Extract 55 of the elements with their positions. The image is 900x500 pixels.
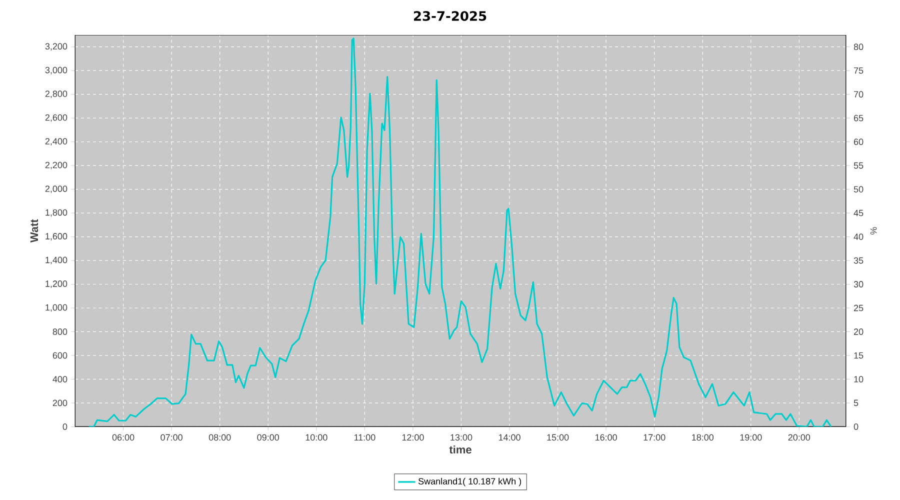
y2-tick-label: 20 — [854, 328, 864, 335]
y2-tick-label: 75 — [854, 67, 864, 74]
x-tick-label: 13:00 — [450, 434, 472, 441]
y2-tick-label: 35 — [854, 257, 864, 264]
x-tick-label: 06:00 — [112, 434, 134, 441]
y-tick-label: 1,400 — [46, 256, 68, 264]
y2-tick-label: 65 — [854, 114, 864, 122]
x-tick-label: 10:00 — [306, 434, 328, 441]
y-tick-label: 3,000 — [45, 66, 68, 74]
y-tick-label: 0 — [62, 423, 68, 430]
y-tick-label: 600 — [52, 352, 68, 359]
y-tick-label: 2,200 — [45, 162, 68, 170]
y-tick-label: 3,200 — [45, 43, 68, 51]
y2-tick-label: 60 — [854, 138, 864, 146]
x-tick-label: 20:00 — [788, 434, 810, 441]
chart-title: 23-7-2025 — [414, 11, 486, 21]
y2-tick-label: 5 — [854, 400, 858, 406]
y-tick-label: 1,600 — [46, 233, 68, 240]
x-tick-label: 18:00 — [692, 434, 714, 441]
y2-tick-label: 50 — [854, 186, 864, 192]
x-tick-label: 12:00 — [402, 434, 424, 441]
y-tick-label: 1,800 — [46, 209, 68, 217]
y2-tick-label: 70 — [854, 91, 864, 98]
x-tick-label: 16:00 — [595, 434, 617, 441]
y2-tick-label: 80 — [854, 44, 864, 50]
legend-label: Swanland1( 10.187 kWh ) — [418, 478, 522, 486]
y-tick-label: 1,200 — [46, 280, 68, 288]
y-tick-label: 2,000 — [45, 186, 68, 194]
y-tick-label: 800 — [52, 328, 68, 335]
x-tick-label: 15:00 — [547, 434, 569, 441]
y2-tick-label: 30 — [854, 281, 864, 288]
x-tick-label: 19:00 — [740, 434, 762, 441]
y2-tick-label: 25 — [854, 304, 864, 312]
y2-tick-label: 10 — [854, 376, 864, 382]
x-tick-label: 11:00 — [354, 434, 376, 441]
x-tick-label: 09:00 — [257, 434, 280, 441]
y2-tick-label: 45 — [854, 210, 864, 216]
y-tick-label: 1,000 — [46, 304, 68, 312]
y2-axis-title: % — [870, 227, 877, 235]
y2-tick-label: 0 — [854, 423, 858, 430]
x-tick-label: 08:00 — [208, 434, 231, 441]
y2-tick-label: 55 — [854, 162, 864, 169]
x-tick-label: 14:00 — [498, 434, 520, 441]
y-tick-label: 2,800 — [45, 90, 68, 98]
y-tick-label: 2,400 — [45, 138, 68, 146]
y2-tick-label: 40 — [854, 234, 864, 240]
x-tick-label: 17:00 — [644, 434, 666, 441]
y-axis-title: Watt — [30, 219, 38, 243]
line-series — [88, 38, 832, 427]
y2-tick-label: 15 — [854, 352, 864, 359]
x-tick-label: 07:00 — [160, 434, 182, 441]
y-tick-label: 2,600 — [45, 114, 68, 122]
x-axis-title: time — [449, 445, 472, 454]
y-tick-label: 400 — [52, 376, 68, 382]
y-tick-label: 200 — [52, 400, 68, 406]
